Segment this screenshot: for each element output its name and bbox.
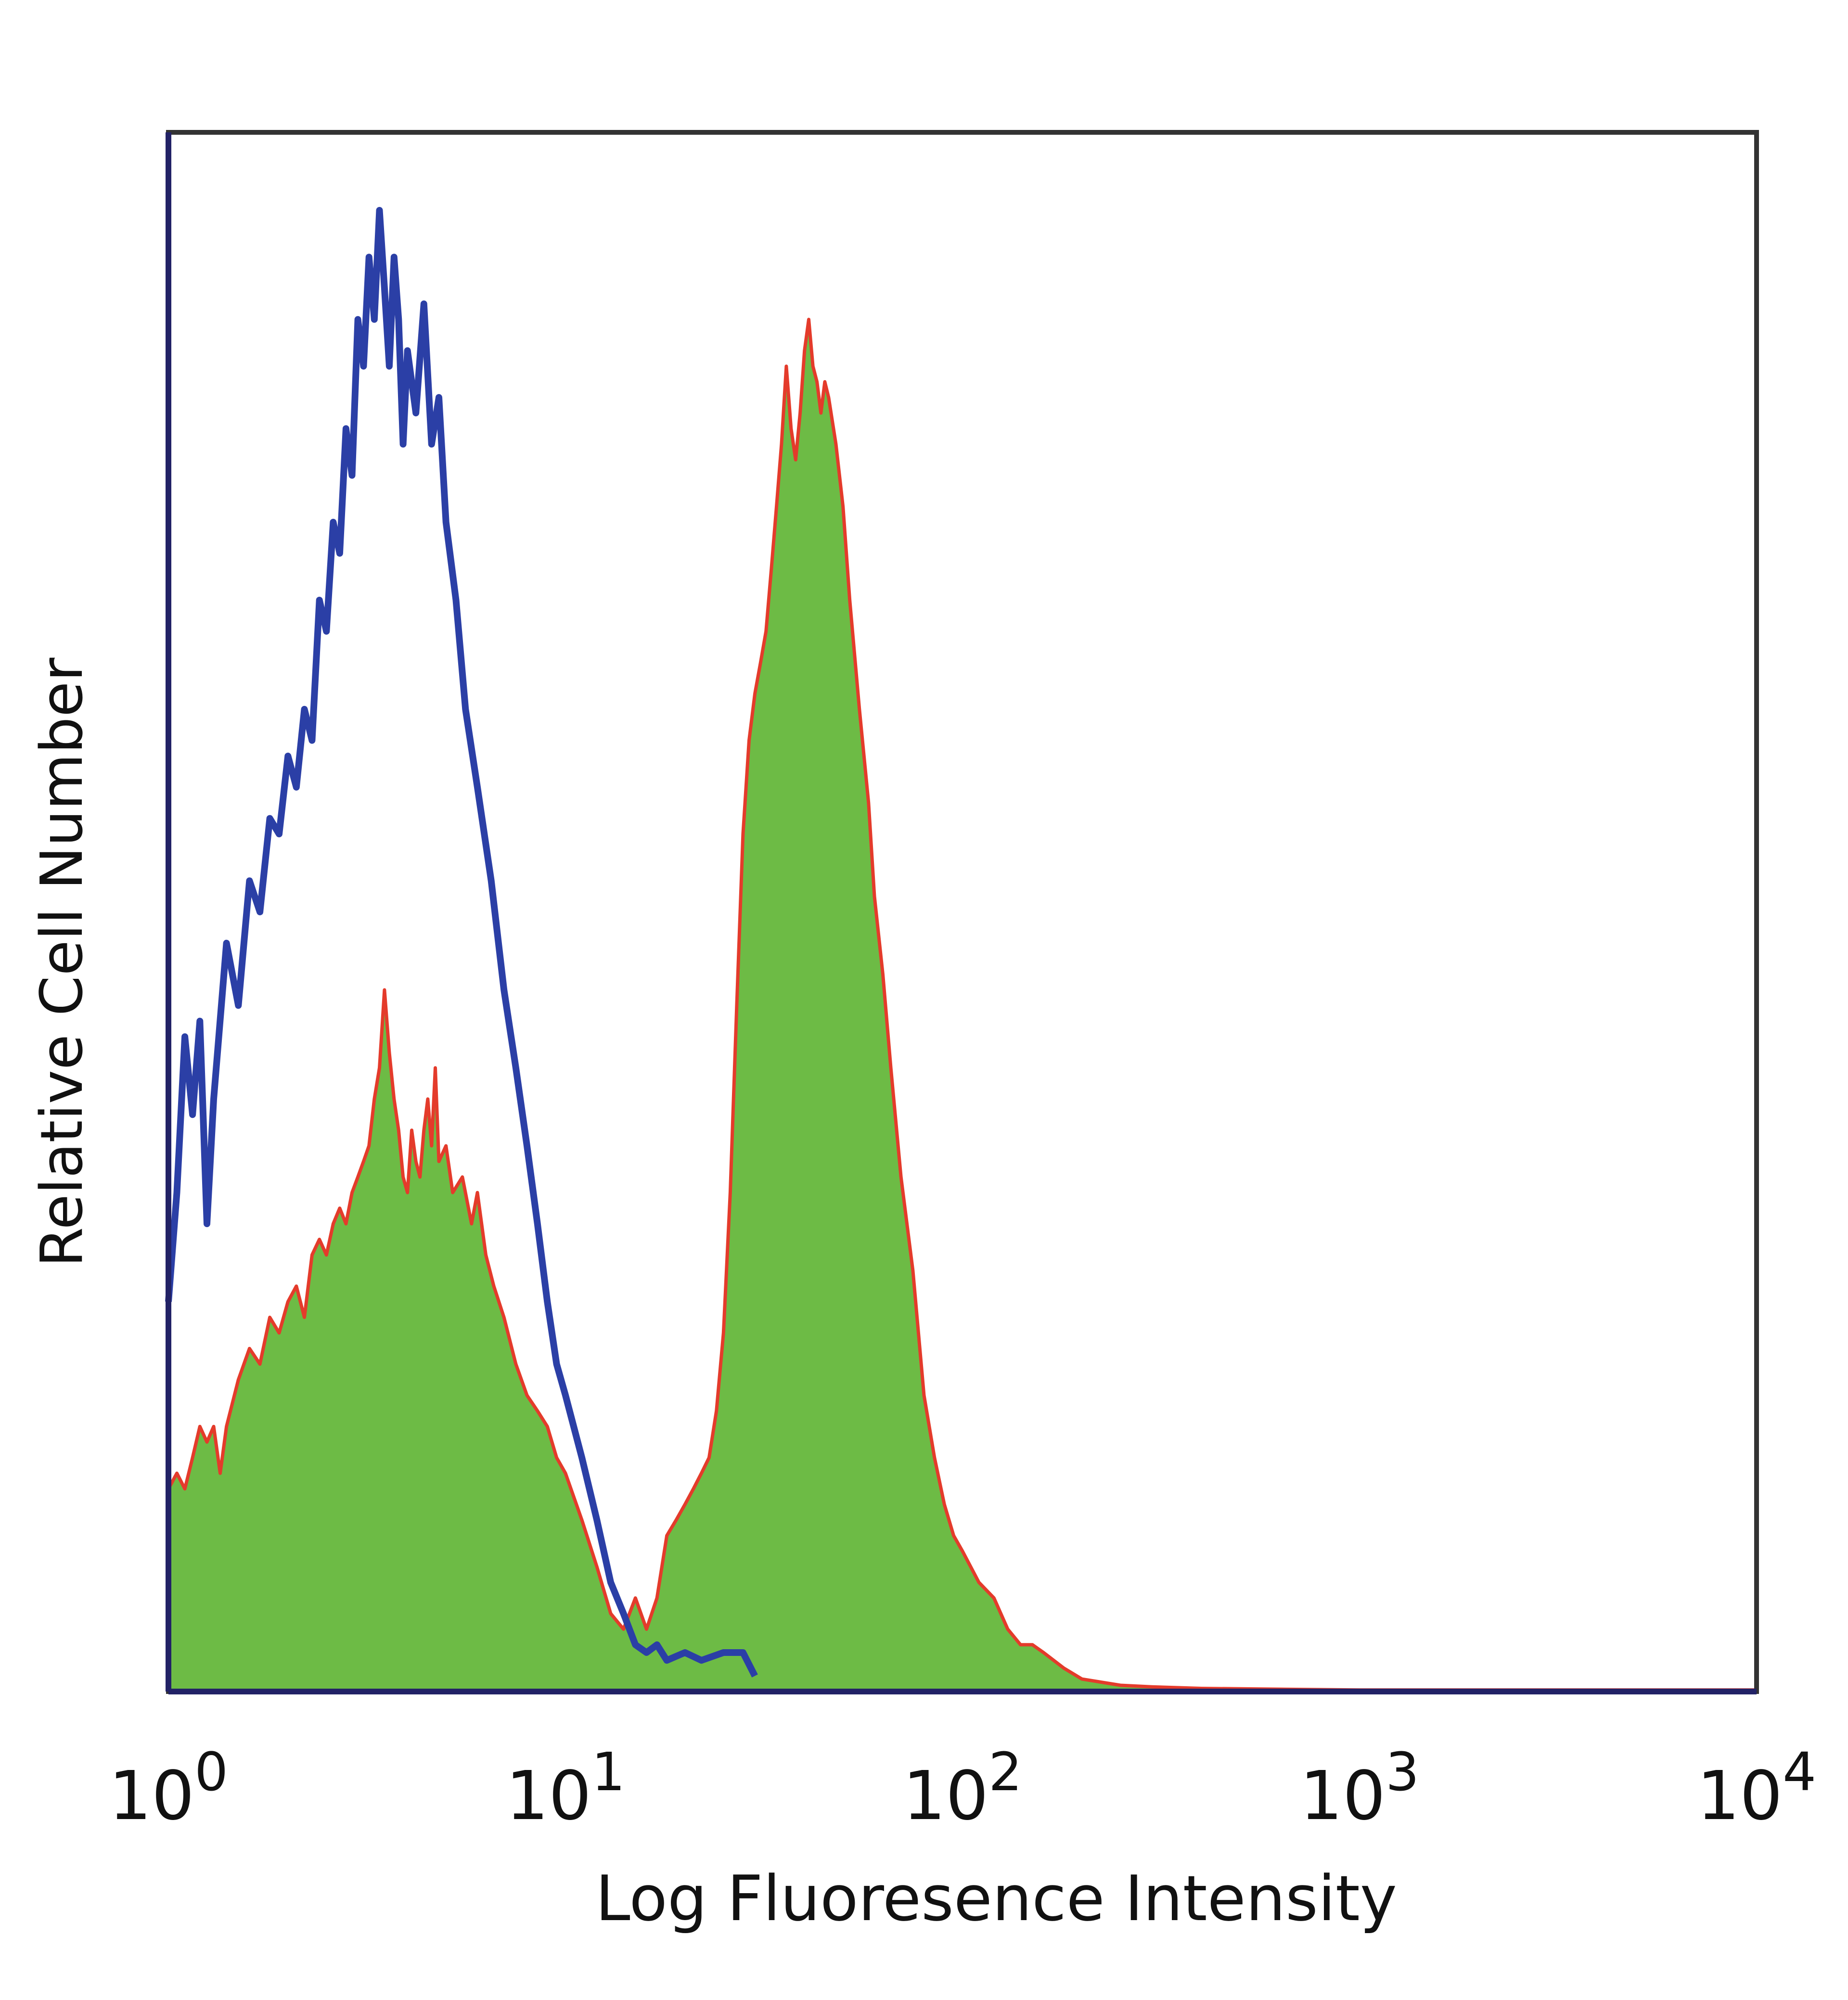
series-layer (165, 207, 1757, 1692)
filled-histogram-edge (167, 318, 1757, 1692)
x-tick-label-3: 103 (1300, 1741, 1419, 1835)
plot-frame (166, 130, 1759, 1694)
x-tick-label-4: 104 (1697, 1741, 1816, 1835)
filled-histogram-area (168, 319, 1757, 1692)
control-histogram-line (165, 207, 758, 1678)
y-axis-title: Relative Cell Number (29, 657, 96, 1267)
x-axis-ticks: 100 101 102 103 104 (109, 1741, 1816, 1835)
x-axis-title: Log Fluoresence Intensity (595, 1862, 1397, 1935)
x-tick-label-0: 100 (109, 1741, 228, 1835)
x-tick-label-2: 102 (903, 1741, 1022, 1835)
x-tick-label-1: 101 (506, 1741, 625, 1835)
